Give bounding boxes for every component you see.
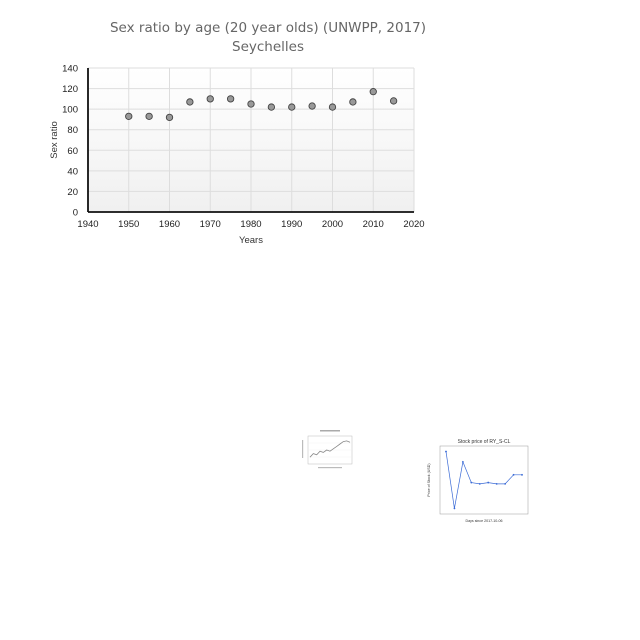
thumbnail-x-axis-title: Days since 2017-10-06 (466, 519, 503, 523)
data-point (288, 103, 296, 111)
x-tick-label: 1990 (281, 219, 302, 230)
thumbnail-plot-area (439, 445, 529, 515)
y-axis-title: Sex ratio (49, 121, 60, 159)
thumbnail-xlabel-bar (318, 467, 342, 469)
chart-subtitle: Seychelles (232, 39, 304, 55)
y-tick-label: 60 (67, 146, 78, 157)
data-point (308, 102, 316, 110)
thumbnail-series-line (309, 440, 351, 458)
y-tick-label: 120 (62, 84, 78, 95)
stock-price-point (470, 481, 473, 484)
stock-price-point (478, 482, 481, 485)
stock-price-point (512, 473, 515, 476)
stock-price-point (521, 473, 523, 476)
thumbnail-ylabel-bar (302, 440, 304, 458)
x-tick-label: 1980 (240, 219, 261, 230)
stock-price-point (495, 482, 498, 485)
data-point (328, 103, 337, 111)
data-point (247, 100, 255, 108)
data-point (206, 95, 214, 103)
data-point (349, 98, 357, 106)
data-point (186, 98, 194, 106)
stock-price-point (453, 507, 456, 510)
y-tick-label: 0 (73, 208, 78, 219)
data-point (226, 95, 235, 103)
y-tick-label: 40 (67, 166, 78, 177)
thumbnail-y-axis-title: Price of Stock (USD) (427, 463, 431, 496)
y-tick-label: 100 (62, 105, 78, 116)
x-tick-label: 2010 (363, 219, 384, 230)
x-tick-label: 1940 (77, 219, 98, 230)
y-tick-label: 80 (67, 125, 78, 136)
y-tick-label: 140 (62, 64, 78, 75)
x-tick-label: 2020 (403, 219, 424, 230)
data-point (145, 112, 153, 120)
stock-price-point (461, 461, 464, 463)
data-point (389, 97, 398, 105)
thumbnail-title-bar (320, 430, 340, 432)
data-point (267, 103, 276, 111)
stock-price-point (504, 482, 507, 485)
y-tick-label: 20 (67, 187, 78, 198)
stock-price-point (445, 450, 447, 453)
stock-price-line (445, 451, 522, 509)
x-axis-title: Years (239, 235, 263, 246)
x-tick-label: 2000 (322, 219, 343, 230)
x-tick-label: 1950 (118, 219, 139, 230)
data-point (165, 113, 174, 122)
x-tick-label: 1970 (200, 219, 221, 230)
chart-title: Sex ratio by age (20 year olds) (UNWPP, … (109, 20, 427, 36)
stock-price-point (487, 481, 490, 484)
thumbnail-title: Stock price of RY_S-CL (458, 439, 511, 445)
data-point (125, 112, 133, 120)
data-point (369, 88, 377, 96)
x-tick-label: 1960 (159, 219, 180, 230)
